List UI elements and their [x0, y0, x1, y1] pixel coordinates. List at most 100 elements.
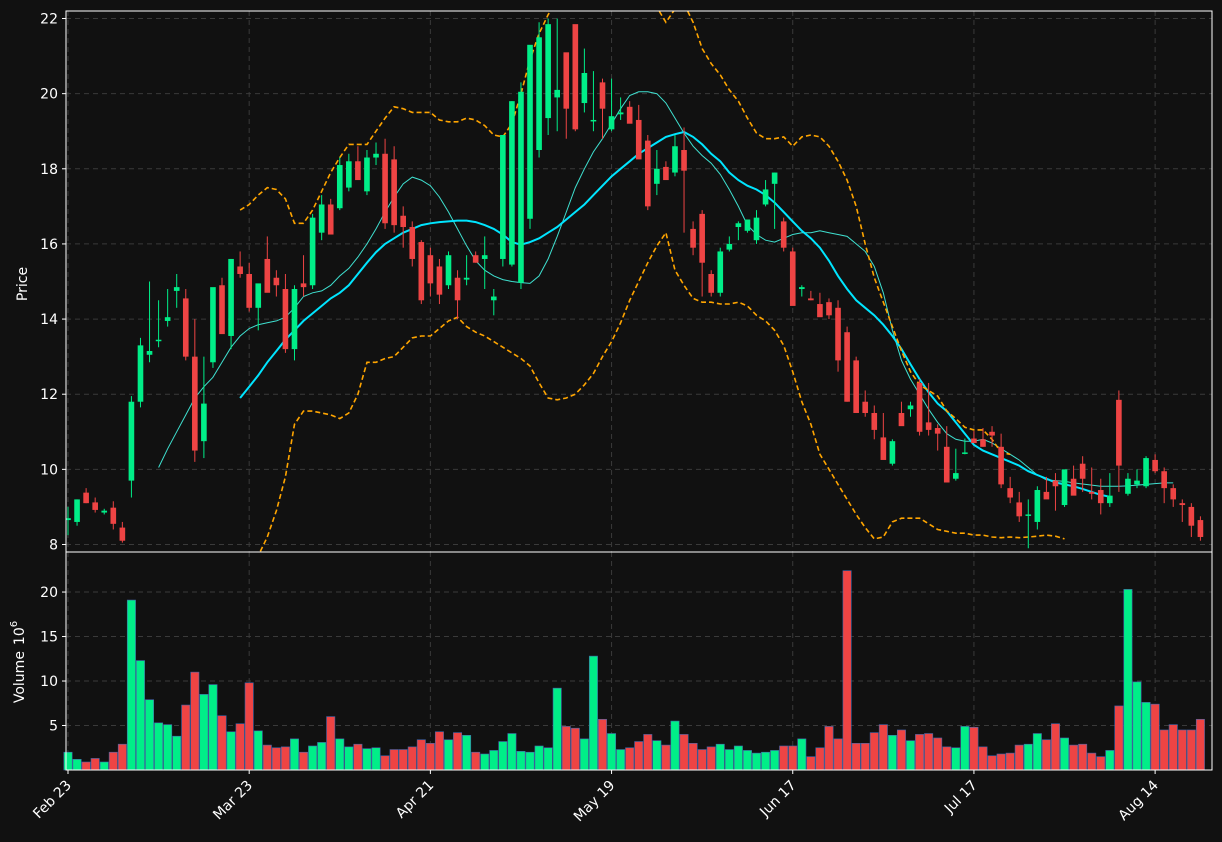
candle-body [264, 258, 271, 293]
volume-bar [453, 732, 463, 771]
volume-bar [235, 723, 245, 771]
volume-bar [290, 738, 299, 771]
candle-body [1025, 514, 1032, 516]
moving-average-long-line [239, 130, 1111, 498]
candle-body [817, 304, 823, 318]
volume-bar [951, 747, 961, 771]
volume-bar [978, 746, 988, 771]
candle-body [753, 217, 760, 241]
candle-body [219, 285, 225, 335]
volume-bar [253, 730, 263, 771]
candle-body [1161, 471, 1167, 489]
volume-bar [199, 694, 209, 771]
candle-body [373, 153, 379, 158]
volume-bar [896, 729, 906, 771]
volume-bar [706, 746, 716, 771]
price-tick-label: 18 [40, 162, 58, 178]
candle-body [1179, 503, 1186, 506]
volume-bar [471, 751, 481, 771]
volume-bar [90, 758, 100, 771]
candle-body [1134, 480, 1140, 485]
volume-bar [851, 743, 861, 771]
volume-bar [824, 726, 834, 771]
volume-bar [208, 684, 218, 771]
candle-body [472, 255, 479, 263]
candle-body [391, 159, 397, 226]
volume-bar [226, 731, 236, 771]
volume-bar [1069, 744, 1079, 771]
volume-bar [434, 731, 444, 771]
candle-body [228, 258, 234, 336]
volume-tick-label: 15 [40, 630, 58, 646]
volume-bar [742, 750, 752, 771]
volume-bar [108, 751, 118, 771]
candle-body [726, 243, 733, 250]
volume-bar [779, 745, 789, 771]
volume-bar [262, 744, 272, 771]
candle-body [282, 289, 289, 350]
candle-body [336, 165, 343, 209]
candle-body [672, 146, 678, 173]
candle-body [382, 153, 388, 224]
volume-bar [878, 724, 888, 771]
volume-bar [63, 751, 73, 771]
candle-body [255, 283, 262, 308]
candle-body [871, 412, 878, 430]
candle-body [128, 401, 135, 481]
candle-body [1016, 502, 1023, 517]
volume-bar [326, 716, 336, 771]
volume-bar [1195, 718, 1205, 771]
volume-bar [489, 750, 499, 771]
candle-body [880, 437, 887, 460]
volume-bar [217, 715, 227, 771]
volume-bar [444, 739, 453, 771]
candle-body [699, 213, 705, 263]
candle-body [771, 172, 778, 184]
volume-bar [1060, 737, 1069, 771]
candle-body [826, 302, 832, 316]
candle-body [663, 166, 669, 181]
volume-bar [498, 741, 508, 771]
candle-body [862, 401, 869, 413]
volume-bar [1050, 723, 1060, 771]
volume-bar [344, 746, 354, 771]
candle-body [572, 24, 579, 130]
candle-body [1079, 463, 1086, 479]
volume-bar [462, 734, 472, 771]
volume-tick-label: 20 [40, 585, 58, 601]
volume-bar [380, 755, 390, 771]
volume-bar [634, 741, 644, 771]
volume-bar [679, 734, 689, 771]
moving-average-short-line [158, 91, 1174, 487]
volume-bar [752, 752, 761, 771]
volume-bar [1023, 743, 1033, 771]
candle-body [1116, 399, 1122, 466]
volume-bar [353, 743, 363, 771]
volume-bar [761, 751, 771, 771]
volume-bar [733, 745, 743, 771]
candle-body [1197, 520, 1204, 537]
volume-bar [1186, 729, 1196, 771]
volume-bar [1132, 681, 1142, 771]
price-tick-label: 14 [40, 312, 58, 328]
candle-body [717, 251, 724, 293]
volume-bar [299, 751, 309, 771]
price-overlays [158, 11, 1174, 552]
volume-bar [942, 746, 952, 771]
volume-bar [72, 759, 82, 771]
volume-bar [1087, 752, 1097, 771]
candle-body [1070, 478, 1077, 496]
volume-bar [887, 734, 897, 771]
candle-body [427, 255, 434, 284]
volume-y-ticks: 5 10 15 20 [40, 585, 66, 735]
volume-bar [1177, 729, 1187, 771]
candle-body [1088, 491, 1095, 494]
volume-bar [643, 734, 653, 771]
volume-bar [1096, 756, 1106, 771]
volume-bar [181, 704, 191, 771]
volume-grid [66, 552, 1212, 770]
candle-body [762, 189, 769, 205]
candle-body [962, 452, 968, 454]
volume-bar [788, 745, 798, 771]
